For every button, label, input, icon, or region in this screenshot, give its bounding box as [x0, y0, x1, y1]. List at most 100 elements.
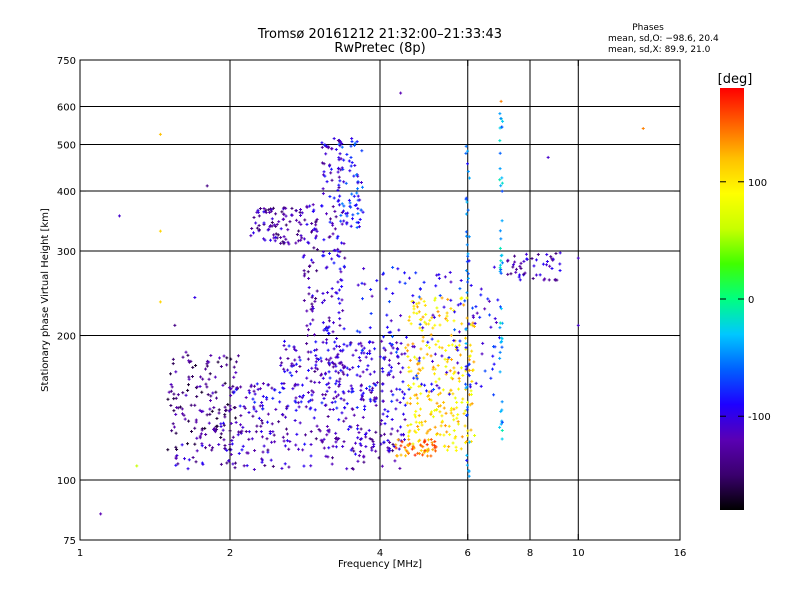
data-point [283, 339, 287, 343]
data-point [174, 412, 178, 416]
data-point [447, 392, 451, 396]
data-point [310, 222, 314, 226]
data-point [383, 348, 387, 352]
data-point [383, 408, 387, 412]
data-point [223, 444, 227, 448]
data-point [399, 91, 403, 95]
data-point [172, 409, 176, 413]
data-point [344, 212, 348, 216]
data-point [358, 330, 362, 334]
data-point [347, 389, 351, 393]
data-point [228, 442, 232, 446]
data-point [223, 446, 227, 450]
data-point [409, 386, 413, 390]
data-point [327, 164, 331, 168]
data-point [415, 396, 419, 400]
data-point [435, 273, 439, 277]
data-point [225, 448, 229, 452]
data-point [301, 394, 305, 398]
data-point [217, 408, 221, 412]
data-point [440, 346, 444, 350]
data-point [465, 458, 469, 462]
data-point [338, 377, 342, 381]
data-point [252, 389, 256, 393]
data-point [489, 376, 493, 380]
data-point [500, 400, 504, 404]
data-point [312, 333, 316, 337]
data-point [201, 409, 205, 413]
data-point [368, 351, 372, 355]
data-point [391, 346, 395, 350]
data-point [418, 326, 422, 330]
data-point [381, 271, 385, 275]
data-point [385, 414, 389, 418]
data-point [340, 241, 344, 245]
data-point [466, 149, 470, 153]
data-point [360, 393, 364, 397]
data-point [514, 270, 518, 274]
data-point [306, 390, 310, 394]
data-point [301, 448, 305, 452]
data-point [307, 276, 311, 280]
data-point [262, 444, 266, 448]
data-point [293, 419, 297, 423]
data-point [193, 442, 197, 446]
data-point [285, 432, 289, 436]
phases-title: Phases [632, 23, 664, 33]
data-point [264, 211, 268, 215]
data-point [345, 402, 349, 406]
data-point [395, 341, 399, 345]
data-point [357, 454, 361, 458]
data-point [227, 409, 231, 413]
data-point [297, 447, 301, 451]
data-point [473, 434, 477, 438]
data-point [467, 374, 471, 378]
data-point [267, 383, 271, 387]
data-point [256, 387, 260, 391]
data-point [353, 143, 357, 147]
data-point [426, 394, 430, 398]
data-point [324, 454, 328, 458]
data-point [498, 356, 502, 360]
data-point [403, 418, 407, 422]
data-point [498, 112, 502, 116]
data-point [387, 371, 391, 375]
data-point [388, 341, 392, 345]
data-point [209, 399, 213, 403]
data-point [459, 302, 463, 306]
data-point [488, 313, 492, 317]
data-point [346, 427, 350, 431]
data-point [337, 198, 341, 202]
x-tick-label: 6 [465, 548, 471, 559]
data-points [99, 91, 645, 516]
data-point [442, 305, 446, 309]
data-point [333, 340, 337, 344]
data-point [437, 276, 441, 280]
data-point [328, 407, 332, 411]
data-point [337, 311, 341, 315]
data-point [305, 205, 309, 209]
data-point [442, 400, 446, 404]
data-point [117, 214, 121, 218]
data-point [277, 220, 281, 224]
data-point [431, 448, 435, 452]
data-point [403, 281, 407, 285]
data-point [407, 276, 411, 280]
data-point [317, 380, 321, 384]
data-point [238, 404, 242, 408]
data-point [337, 156, 341, 160]
data-point [385, 325, 389, 329]
data-point [226, 402, 230, 406]
data-point [407, 318, 411, 322]
data-point [269, 207, 273, 211]
data-point [307, 241, 311, 245]
data-point [451, 441, 455, 445]
data-point [170, 429, 174, 433]
data-point [260, 419, 264, 423]
data-point [268, 210, 272, 214]
data-point [342, 398, 346, 402]
data-point [336, 170, 340, 174]
data-point [195, 436, 199, 440]
data-point [374, 449, 378, 453]
data-point [290, 374, 294, 378]
